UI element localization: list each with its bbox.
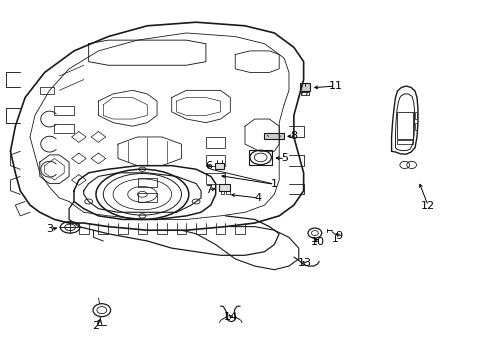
Text: 5: 5	[282, 153, 289, 163]
Text: 6: 6	[205, 161, 212, 171]
Text: 8: 8	[290, 131, 297, 141]
Bar	[397, 112, 413, 139]
Bar	[415, 112, 417, 119]
Bar	[300, 83, 311, 91]
Bar	[138, 193, 157, 202]
Bar	[206, 155, 225, 166]
Bar	[397, 140, 413, 144]
Bar	[54, 125, 74, 134]
Bar	[301, 92, 310, 95]
Text: 7: 7	[205, 185, 212, 195]
Bar	[54, 107, 74, 116]
Text: 11: 11	[328, 81, 343, 91]
Text: 14: 14	[224, 312, 238, 322]
Bar	[226, 192, 230, 194]
Bar	[220, 192, 224, 194]
Text: 9: 9	[335, 231, 343, 240]
Bar	[206, 173, 225, 184]
Text: 1: 1	[271, 179, 278, 189]
Text: 13: 13	[298, 258, 312, 268]
Bar	[415, 123, 417, 130]
Bar	[40, 87, 54, 94]
Bar	[215, 163, 224, 169]
Text: 12: 12	[421, 201, 435, 211]
Bar	[219, 184, 230, 192]
Text: 3: 3	[46, 225, 53, 234]
Text: 10: 10	[311, 237, 325, 247]
Text: 4: 4	[255, 193, 262, 203]
Bar	[138, 178, 157, 187]
Text: 2: 2	[93, 321, 99, 331]
Bar	[249, 150, 272, 165]
Bar	[206, 137, 225, 148]
Bar	[264, 134, 284, 139]
